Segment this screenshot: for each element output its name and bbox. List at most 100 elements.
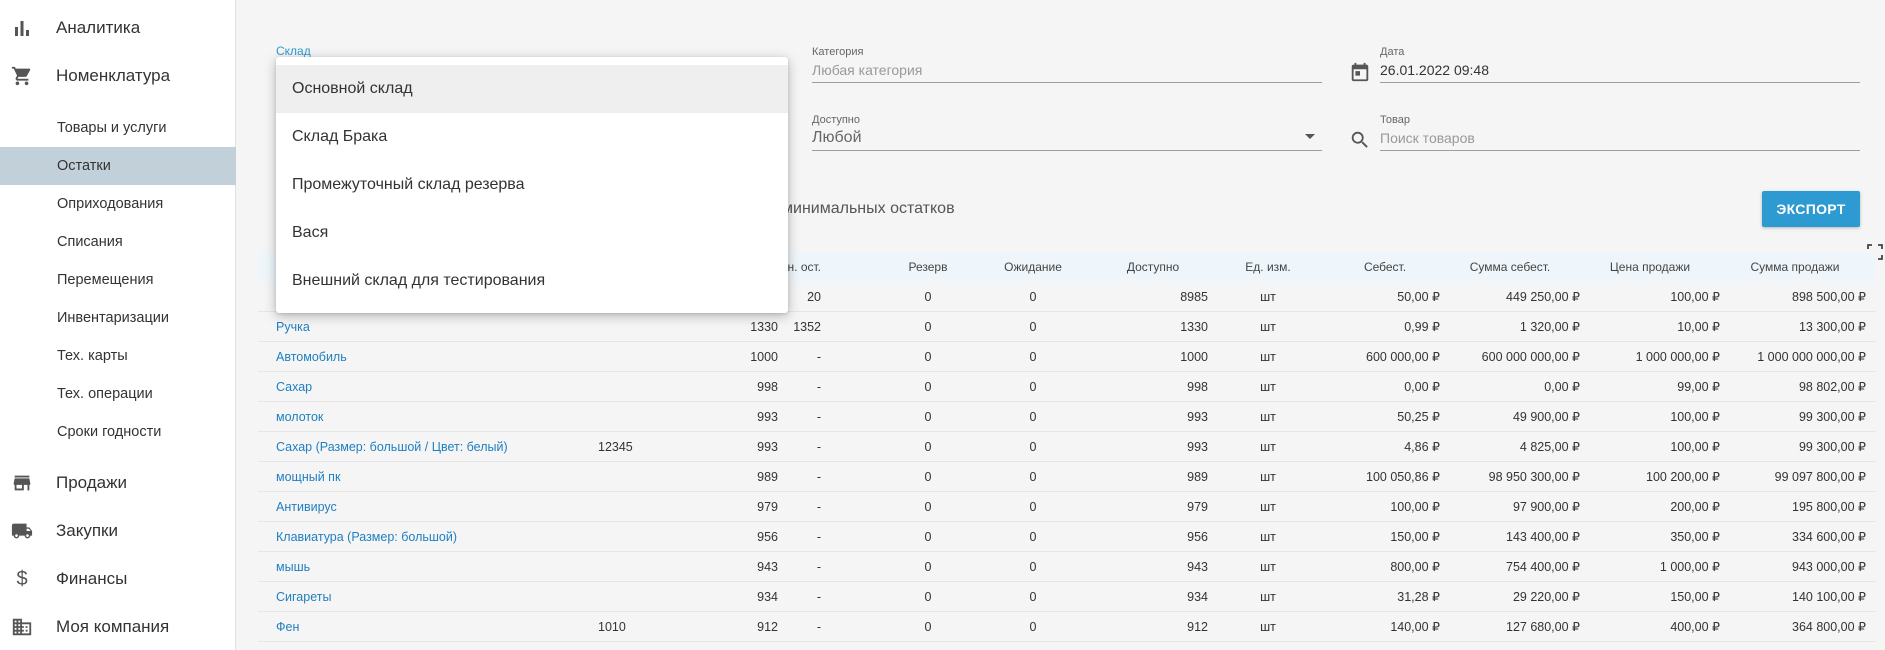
sidebar-item-nomenclature[interactable]: Номенклатура: [0, 52, 236, 100]
category-placeholder: Любая категория: [812, 62, 923, 78]
table-row[interactable]: Сахар 998 - 0 0 998 шт 0,00 ₽ 0,00 ₽ 99,00 ₽ 98 80…: [258, 372, 1876, 402]
cell-cost-sum: 127 680,00 ₽: [1506, 620, 1580, 634]
col-header-available[interactable]: Доступно: [1126, 260, 1180, 274]
sidebar-subitem-label: Сроки годности: [57, 424, 162, 440]
cell-price: 400,00 ₽: [1670, 620, 1720, 634]
table-row[interactable]: Сигареты 934 - 0 0 934 шт 31,28 ₽ 29 220,00 ₽ 150…: [258, 582, 1876, 612]
table-row[interactable]: Клавиатура (Размер: большой) 956 - 0 0 956 шт 1…: [258, 522, 1876, 552]
sidebar: Аналитика Номенклатура Товары и услуги О…: [0, 0, 236, 650]
sidebar-subitem-products[interactable]: Товары и услуги: [0, 109, 236, 147]
col-header-price[interactable]: Цена продажи: [1609, 260, 1691, 274]
export-button[interactable]: ЭКСПОРТ: [1762, 191, 1860, 227]
cell-cost: 140,00 ₽: [1390, 620, 1440, 634]
sidebar-subitem-tech-cards[interactable]: Тех. карты: [0, 337, 236, 375]
cell-waiting: 0: [1029, 290, 1037, 304]
cell-name[interactable]: Автомобиль: [276, 350, 347, 364]
col-header-price-sum[interactable]: Сумма продажи: [1750, 260, 1840, 274]
table-row[interactable]: мощный пк 989 - 0 0 989 шт 100 050,86 ₽ 98 950 3…: [258, 462, 1876, 492]
product-search[interactable]: Товар Поиск товаров: [1380, 114, 1860, 154]
cell-cost: 600 000,00 ₽: [1366, 350, 1440, 364]
dropdown-option-main[interactable]: Основной склад: [276, 65, 788, 113]
dropdown-option-vasya[interactable]: Вася: [292, 224, 329, 241]
cell-waiting: 0: [1029, 500, 1037, 514]
cell-name[interactable]: молоток: [276, 410, 324, 424]
sidebar-subitem-tech-operations[interactable]: Тех. операции: [0, 375, 236, 413]
cell-price: 100 200,00 ₽: [1646, 470, 1720, 484]
cell-reserve: 0: [924, 470, 932, 484]
table-row[interactable]: Фен 1010 912 - 0 0 912 шт 140,00 ₽ 127 680,00 ₽ 40…: [258, 612, 1876, 642]
sidebar-subitem-label: Оприходования: [57, 196, 164, 212]
available-label: Доступно: [812, 114, 861, 126]
sidebar-item-label: Финансы: [56, 569, 128, 588]
min-stock-tab[interactable]: минимальных остатков: [782, 200, 955, 217]
cell-cost: 0,00 ₽: [1404, 380, 1440, 394]
cell-name[interactable]: Сигареты: [276, 590, 332, 604]
sidebar-subitem-stock[interactable]: Остатки: [0, 147, 236, 185]
cell-available: 8985: [1180, 290, 1208, 304]
sidebar-subitem-inventory[interactable]: Инвентаризации: [0, 299, 236, 337]
cell-waiting: 0: [1029, 470, 1037, 484]
sidebar-item-sales[interactable]: Продажи: [0, 459, 236, 507]
table-row[interactable]: 20 0 0 8985 шт 50,00 ₽ 449 250,00 ₽ 100,00 ₽ 898…: [258, 282, 1876, 312]
cell-cost: 4,86 ₽: [1404, 440, 1440, 454]
col-header-cost-sum[interactable]: Сумма себест.: [1469, 260, 1551, 274]
cell-cost: 150,00 ₽: [1390, 530, 1440, 544]
cell-cost-sum: 1 320,00 ₽: [1519, 320, 1580, 334]
sidebar-item-label: Моя компания: [56, 617, 170, 636]
sidebar-subitem-expiry[interactable]: Сроки годности: [0, 413, 236, 451]
fullscreen-icon[interactable]: [1867, 244, 1883, 260]
cell-unit: шт: [1260, 440, 1276, 454]
store-icon: [10, 471, 34, 495]
dropdown-option-reserve[interactable]: Промежуточный склад резерва: [292, 176, 525, 193]
sidebar-subitem-transfers[interactable]: Перемещения: [0, 261, 236, 299]
cell-name[interactable]: Сахар (Размер: большой / Цвет: белый): [276, 440, 508, 454]
sidebar-item-company[interactable]: Моя компания: [0, 603, 236, 650]
col-header-cost[interactable]: Себест.: [1363, 260, 1407, 274]
table-row[interactable]: Антивирус 979 - 0 0 979 шт 100,00 ₽ 97 900,00 ₽ 2…: [258, 492, 1876, 522]
cell-code: 1010: [598, 620, 626, 634]
cell-min: -: [816, 620, 821, 634]
cell-available: 1000: [1180, 350, 1208, 364]
cell-name[interactable]: мышь: [276, 560, 311, 574]
cell-name[interactable]: Клавиатура (Размер: большой): [276, 530, 458, 544]
sidebar-subitem-receipts[interactable]: Оприходования: [0, 185, 236, 223]
table-row[interactable]: Ручка 1330 1352 0 0 1330 шт 0,99 ₽ 1 320,00 ₽ 10,…: [258, 312, 1876, 342]
table-row[interactable]: Автомобиль 1000 - 0 0 1000 шт 600 000,00 ₽ 600 0…: [258, 342, 1876, 372]
cell-reserve: 0: [924, 290, 932, 304]
sidebar-subitem-writeoffs[interactable]: Списания: [0, 223, 236, 261]
table-row[interactable]: молоток 993 - 0 0 993 шт 50,25 ₽ 49 900,00 ₽ 100,…: [258, 402, 1876, 432]
calendar-icon[interactable]: [1349, 61, 1371, 83]
cell-price: 100,00 ₽: [1670, 290, 1720, 304]
cell-cost-sum: 98 950 300,00 ₽: [1488, 470, 1580, 484]
col-header-unit[interactable]: Ед. изм.: [1245, 260, 1291, 274]
date-value: 26.01.2022 09:48: [1380, 62, 1489, 78]
cell-waiting: 0: [1029, 530, 1037, 544]
table-row[interactable]: Сахар (Размер: большой / Цвет: белый) 123…: [258, 432, 1876, 462]
product-search-input[interactable]: Поиск товаров: [1380, 130, 1475, 146]
col-header-reserve[interactable]: Резерв: [908, 260, 948, 274]
cell-unit: шт: [1260, 410, 1276, 424]
cell-qty: 989: [757, 470, 778, 484]
available-select[interactable]: Доступно Любой: [812, 114, 1322, 154]
table-row[interactable]: мышь 943 - 0 0 943 шт 800,00 ₽ 754 400,00 ₽ 1 000…: [258, 552, 1876, 582]
cell-available: 993: [1187, 410, 1208, 424]
dropdown-option-external[interactable]: Внешний склад для тестирования: [292, 272, 546, 289]
sidebar-item-finance[interactable]: $ Финансы: [0, 555, 236, 603]
cell-name[interactable]: Антивирус: [276, 500, 337, 514]
cell-name[interactable]: Фен: [276, 620, 300, 634]
cell-name[interactable]: мощный пк: [276, 470, 341, 484]
category-select[interactable]: Категория Любая категория: [812, 46, 1322, 86]
cell-reserve: 0: [924, 440, 932, 454]
sidebar-item-purchases[interactable]: Закупки: [0, 507, 236, 555]
date-field[interactable]: Дата 26.01.2022 09:48: [1380, 46, 1860, 86]
warehouse-select[interactable]: Склад: [276, 44, 788, 84]
cell-name[interactable]: Ручка: [276, 320, 310, 334]
sidebar-item-analytics[interactable]: Аналитика: [0, 4, 236, 52]
sidebar-subitem-label: Тех. карты: [57, 348, 128, 364]
cell-available: 979: [1187, 500, 1208, 514]
col-header-waiting[interactable]: Ожидание: [1004, 260, 1062, 274]
cell-price: 100,00 ₽: [1670, 410, 1720, 424]
cell-price: 100,00 ₽: [1670, 440, 1720, 454]
dropdown-option-defect[interactable]: Склад Брака: [292, 128, 388, 145]
cell-name[interactable]: Сахар: [276, 380, 313, 394]
